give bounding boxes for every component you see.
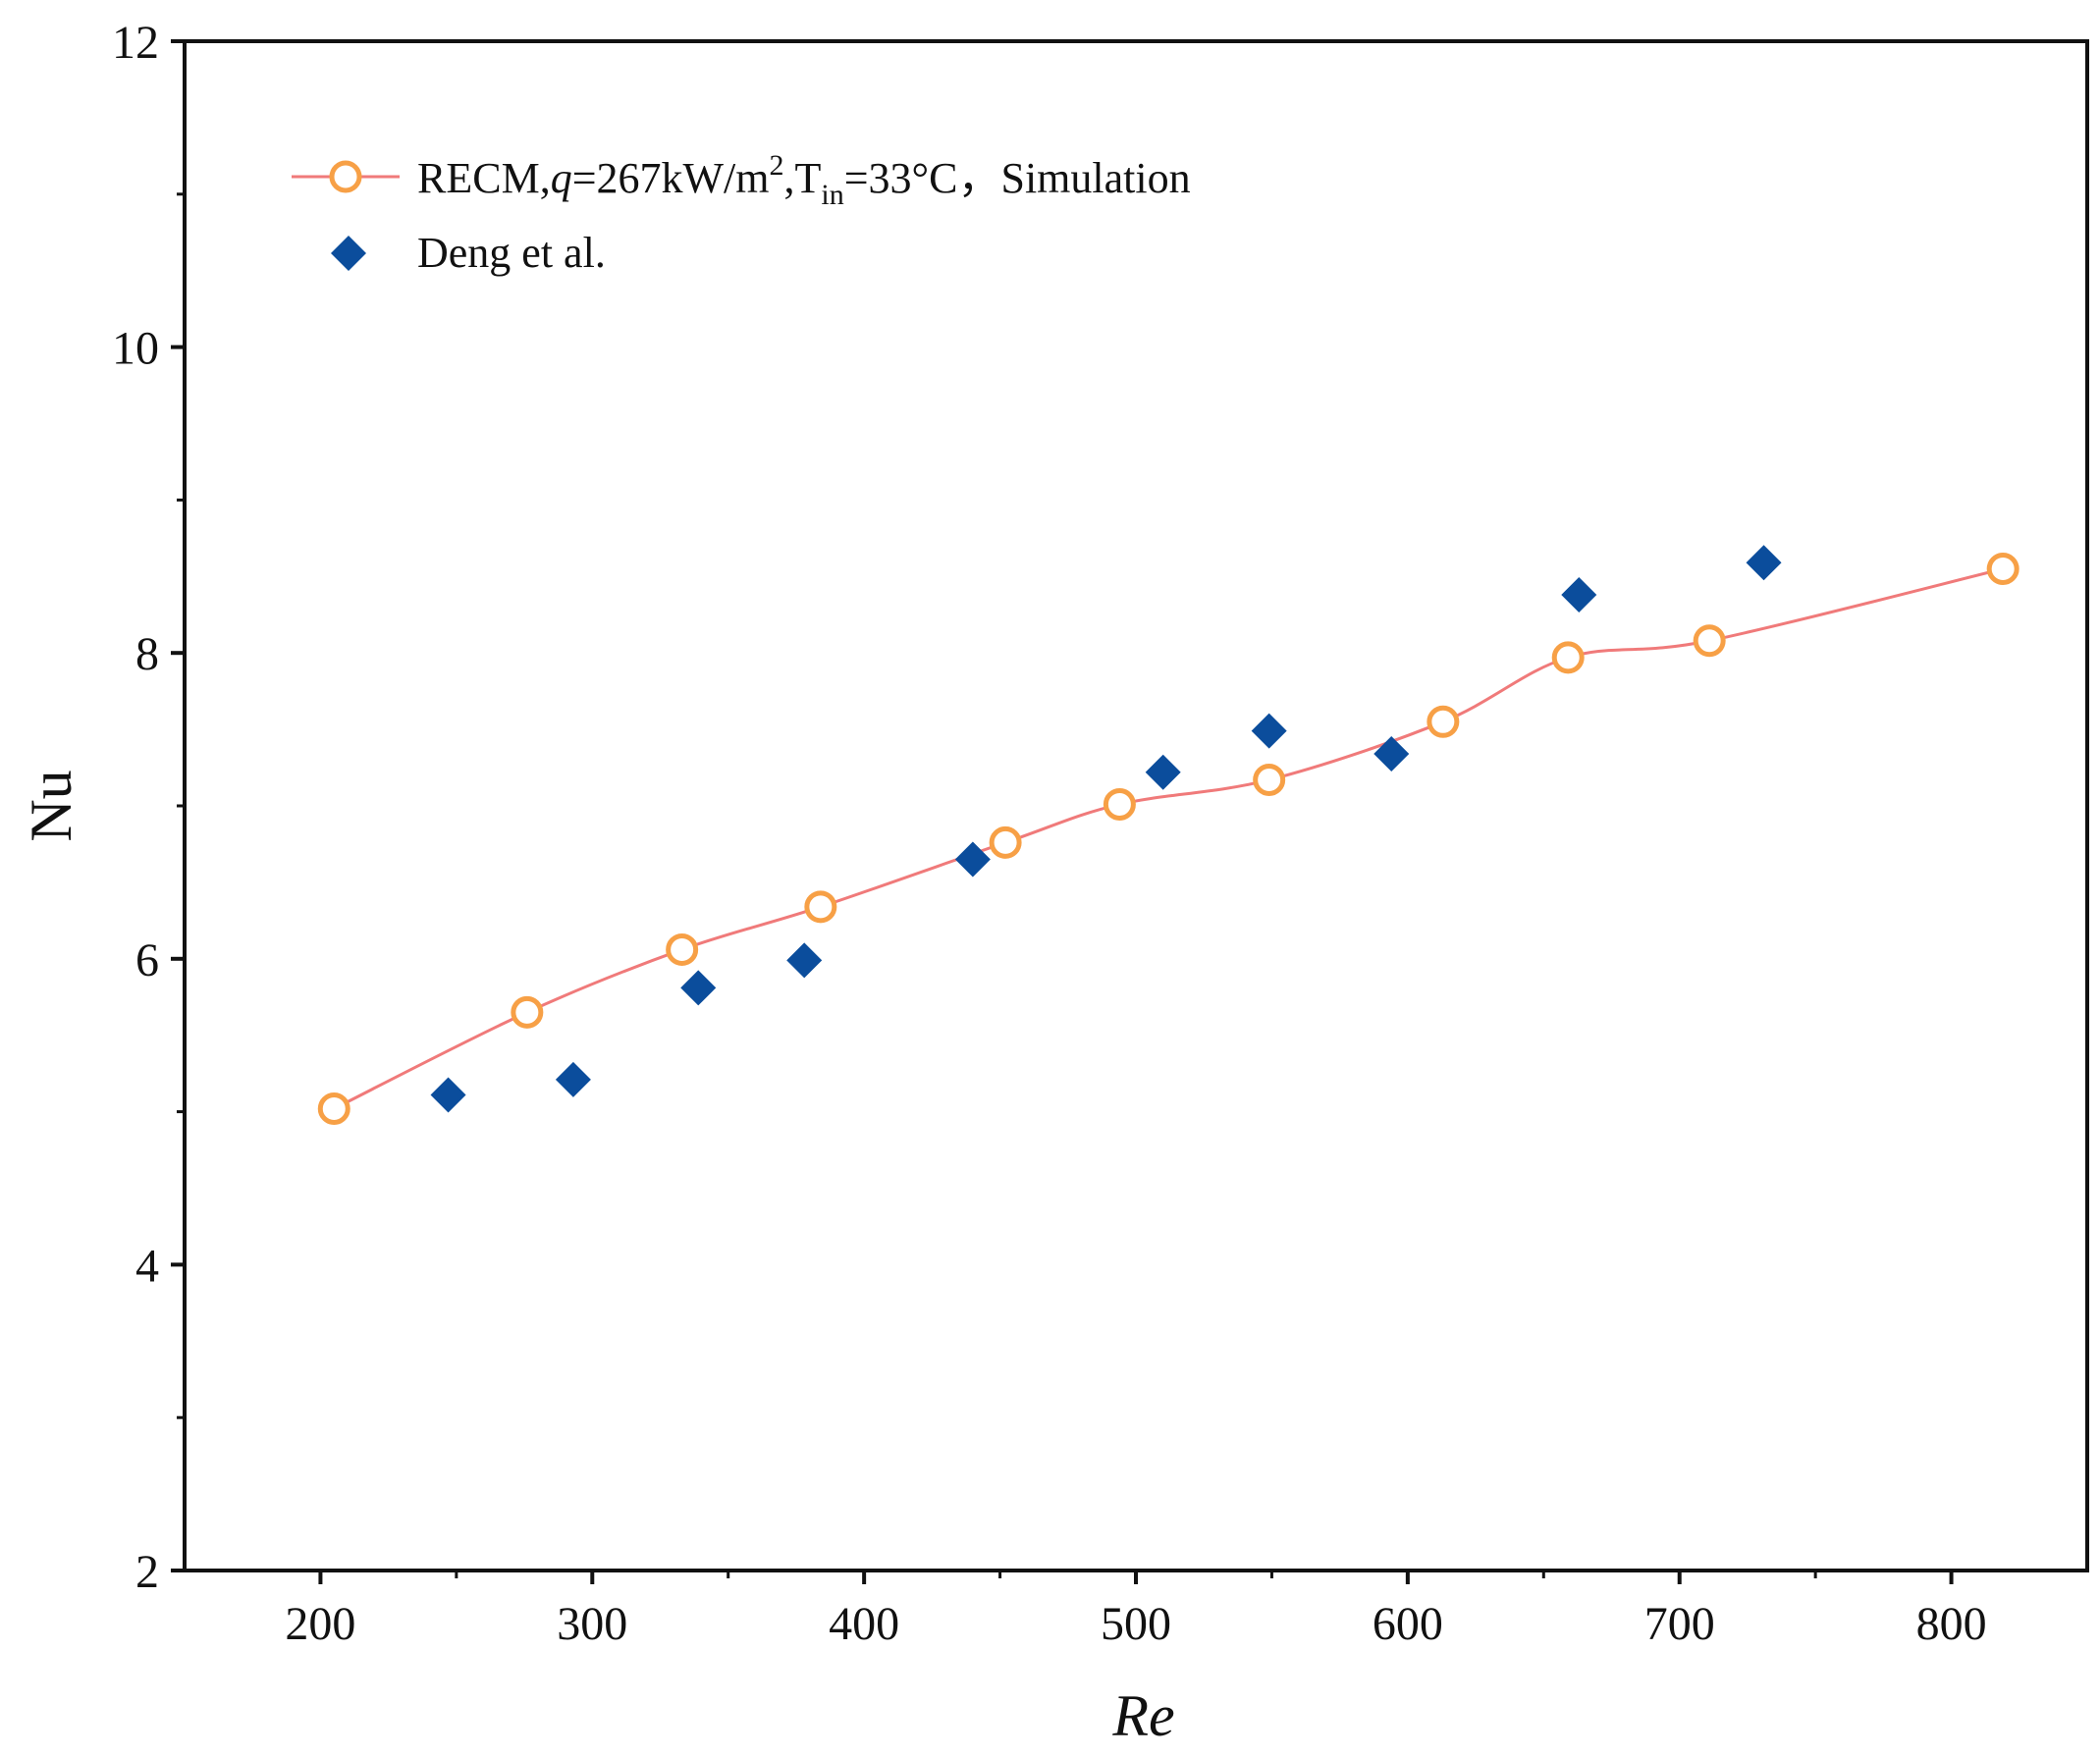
simulation-data-point (317, 1091, 350, 1125)
deng-data-point (786, 942, 823, 979)
x-axis-ticks: 200 300 400 500 600 700 800 (285, 1571, 1987, 1650)
legend-deng-marker (331, 236, 366, 271)
simulation-series-line (333, 567, 2004, 1110)
x-tick-label: 500 (1101, 1598, 1171, 1650)
x-tick-label: 200 (285, 1598, 355, 1650)
y-tick-label: 4 (135, 1240, 159, 1292)
deng-data-point (1373, 736, 1410, 772)
y-axis-title: Nu (19, 770, 83, 841)
x-axis-title: Re (1111, 1683, 1174, 1748)
simulation-data-point (1986, 553, 2019, 586)
deng-data-point (1251, 713, 1287, 749)
simulation-data-point (1103, 787, 1136, 821)
deng-data-point (680, 970, 717, 1006)
y-tick-label: 8 (135, 628, 159, 680)
deng-data-point (1561, 576, 1597, 612)
y-tick-label: 2 (135, 1546, 159, 1598)
simulation-data-point (511, 995, 544, 1029)
simulation-data-point (804, 890, 837, 924)
simulation-data-point (1551, 641, 1585, 674)
simulation-data-point (1427, 705, 1460, 738)
simulation-data-point (989, 825, 1022, 859)
y-axis-ticks: 2 4 6 8 10 12 (112, 17, 185, 1598)
x-tick-label: 800 (1916, 1598, 1987, 1650)
data-markers (317, 545, 2019, 1125)
legend: RECM,q=267kW/m2,Tin=33°C，Simulation Deng… (292, 149, 1191, 277)
deng-data-point (555, 1061, 591, 1097)
x-tick-label: 400 (829, 1598, 899, 1650)
deng-data-point (1746, 545, 1782, 581)
x-tick-label: 600 (1373, 1598, 1443, 1650)
simulation-line (333, 567, 2004, 1110)
simulation-data-point (1253, 764, 1286, 797)
simulation-data-point (666, 932, 699, 966)
legend-deng-label: Deng et al. (417, 229, 606, 277)
simulation-data-point (1693, 624, 1726, 658)
deng-data-point (1145, 754, 1181, 790)
y-tick-label: 12 (112, 17, 159, 69)
legend-simulation-label: RECM,q=267kW/m2,Tin=33°C，Simulation (417, 149, 1191, 211)
x-tick-label: 700 (1644, 1598, 1715, 1650)
x-tick-label: 300 (557, 1598, 627, 1650)
y-tick-label: 6 (135, 934, 159, 986)
legend-simulation-marker (329, 160, 362, 193)
y-tick-label: 10 (112, 323, 159, 375)
deng-data-point (430, 1077, 466, 1113)
deng-data-point (954, 841, 991, 878)
